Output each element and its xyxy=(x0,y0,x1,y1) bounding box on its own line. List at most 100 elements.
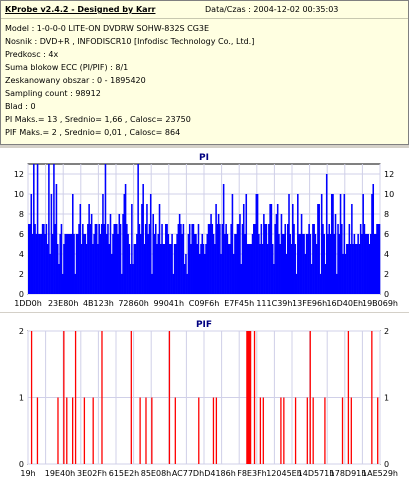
pi-bar xyxy=(237,224,240,294)
pif-bar xyxy=(253,331,256,464)
pi-bar xyxy=(328,224,331,294)
y-tick-left: 0 xyxy=(19,290,24,299)
pi-bar xyxy=(248,244,250,294)
pi-bar xyxy=(181,234,183,294)
x-tick-label: 14D571h xyxy=(298,469,335,478)
pi-bar xyxy=(132,264,134,294)
pi-bar xyxy=(304,254,307,294)
pi-bar xyxy=(361,234,363,294)
pi-bar xyxy=(334,214,337,294)
pi-bar xyxy=(65,234,68,294)
pi-bar xyxy=(346,244,348,294)
pi-bar xyxy=(235,234,237,294)
pif-bar xyxy=(262,397,264,464)
pi-bar xyxy=(167,234,170,294)
pi-bar xyxy=(175,244,177,294)
y-tick-left: 10 xyxy=(14,190,24,199)
pif-bar xyxy=(347,331,350,464)
pi-bar xyxy=(229,244,231,294)
pi-bar xyxy=(100,224,103,294)
pi-bar xyxy=(127,234,129,294)
pi-bar xyxy=(126,224,128,294)
pi-bar xyxy=(201,234,204,294)
pi-bar xyxy=(206,234,209,294)
pi-bar xyxy=(336,274,338,294)
pi-bar xyxy=(70,234,73,294)
pi-bar xyxy=(280,214,283,294)
pif-bar xyxy=(312,397,314,464)
pi-bar xyxy=(322,224,324,294)
x-tick-label: 615E2h xyxy=(109,469,139,478)
pi-bar xyxy=(29,224,31,294)
pi-bar xyxy=(239,214,241,294)
y-tick-right: 4 xyxy=(384,250,389,259)
pi-bar xyxy=(339,194,342,294)
pi-bar xyxy=(143,244,146,294)
pi-bar xyxy=(269,204,271,294)
pi-bar xyxy=(195,234,197,294)
pi-bar xyxy=(242,204,245,294)
y-tick-left: 1 xyxy=(19,394,24,403)
pi-bar xyxy=(73,234,75,294)
pi-bar xyxy=(302,234,304,294)
pi-bar xyxy=(308,224,310,294)
pi-bar xyxy=(58,264,60,294)
pi-bar xyxy=(249,244,251,294)
pi-bar xyxy=(33,164,35,294)
pi-bar xyxy=(337,224,339,294)
pi-bar xyxy=(222,184,225,294)
pi-bar xyxy=(43,224,45,294)
pi-bar xyxy=(183,264,186,294)
pi-bar xyxy=(160,244,162,294)
pi-bar xyxy=(341,224,343,294)
pi-bar xyxy=(56,244,59,294)
pif-bar xyxy=(212,397,215,464)
pi-bar xyxy=(139,234,142,294)
pif-bar xyxy=(92,397,94,464)
pi-bar xyxy=(290,244,293,294)
pi-bar xyxy=(317,204,319,294)
zeskanowany-line: Zeskanowany obszar : 0 - 1895420 xyxy=(5,76,146,85)
pif-bar xyxy=(309,331,311,464)
pi-bar xyxy=(156,244,158,294)
pi-bar xyxy=(154,224,157,294)
pi-bar xyxy=(146,204,148,294)
pi-bar xyxy=(157,234,160,294)
pi-bar xyxy=(193,234,196,294)
pi-bar xyxy=(97,244,99,294)
y-tick-left: 2 xyxy=(19,327,24,336)
x-tick-label: C09F6h xyxy=(189,299,220,308)
pi-bar xyxy=(38,234,40,294)
pi-bar xyxy=(371,194,373,294)
pi-bar xyxy=(357,234,359,294)
pi-bar xyxy=(299,234,302,294)
pi-bar xyxy=(75,234,78,294)
pi-bar xyxy=(212,234,215,294)
pi-bar xyxy=(209,224,211,294)
pi-bar xyxy=(224,234,226,294)
pi-bar xyxy=(144,224,147,294)
pif-bar xyxy=(36,397,39,464)
pi-bar xyxy=(36,164,39,294)
pi-bar xyxy=(89,224,92,294)
pi-bar xyxy=(227,244,230,294)
pi-bar xyxy=(221,224,224,294)
pi-bar xyxy=(293,224,295,294)
pi-bar xyxy=(309,234,312,294)
chart-title: PI xyxy=(199,153,209,163)
pi-bar xyxy=(88,204,90,294)
pi-bar xyxy=(142,184,144,294)
pi-bar xyxy=(149,194,152,294)
app-title: KProbe v2.4.2 - Designed by Karr xyxy=(5,5,156,14)
pi-bar xyxy=(74,274,77,294)
pi-bar xyxy=(255,194,258,294)
pi-bar xyxy=(294,244,297,294)
pi-bar xyxy=(377,224,380,294)
pi-bar xyxy=(298,234,300,294)
pi-bar xyxy=(39,234,41,294)
suma-line: Suma blokow ECC (PI/PIF) : 8/1 xyxy=(5,63,129,72)
pi-bar xyxy=(363,224,366,294)
pif-bar xyxy=(74,331,77,464)
pi-bar xyxy=(188,224,191,294)
pif-bar xyxy=(83,397,86,464)
